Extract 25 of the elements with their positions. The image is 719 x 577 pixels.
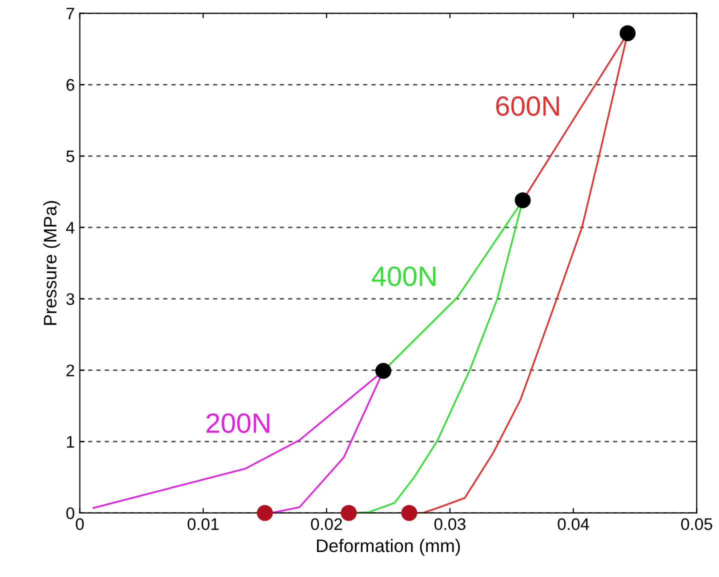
y-tick-label: 7	[66, 8, 74, 20]
x-tick-label: 0.05	[681, 518, 712, 530]
point	[340, 504, 357, 521]
x-tick-label: 0	[76, 518, 84, 530]
series-label: 600N	[496, 96, 559, 116]
x-tick-label: 0.02	[311, 518, 342, 530]
y-axis-title: Pressure (MPa)	[43, 201, 60, 325]
x-axis-title: Deformation (mm)	[317, 538, 460, 556]
x-tick-label: 0.04	[558, 518, 590, 530]
point	[375, 362, 392, 379]
series-label: 400N	[372, 266, 436, 286]
x-tick-label: 0.01	[188, 518, 219, 530]
y-tick-label: 2	[66, 364, 74, 376]
point	[514, 192, 531, 208]
y-tick-label: 1	[66, 436, 74, 448]
y-tick-label: 5	[66, 150, 74, 162]
y-tick-label: 3	[66, 293, 74, 306]
point	[401, 504, 418, 521]
x-tick-label: 0.03	[434, 518, 466, 530]
y-tick-label: 6	[66, 79, 74, 91]
series-label: 200N	[206, 413, 270, 433]
point	[620, 25, 636, 42]
point	[256, 504, 273, 521]
y-tick-label: 0	[66, 507, 74, 520]
y-tick-label: 4	[66, 222, 74, 234]
